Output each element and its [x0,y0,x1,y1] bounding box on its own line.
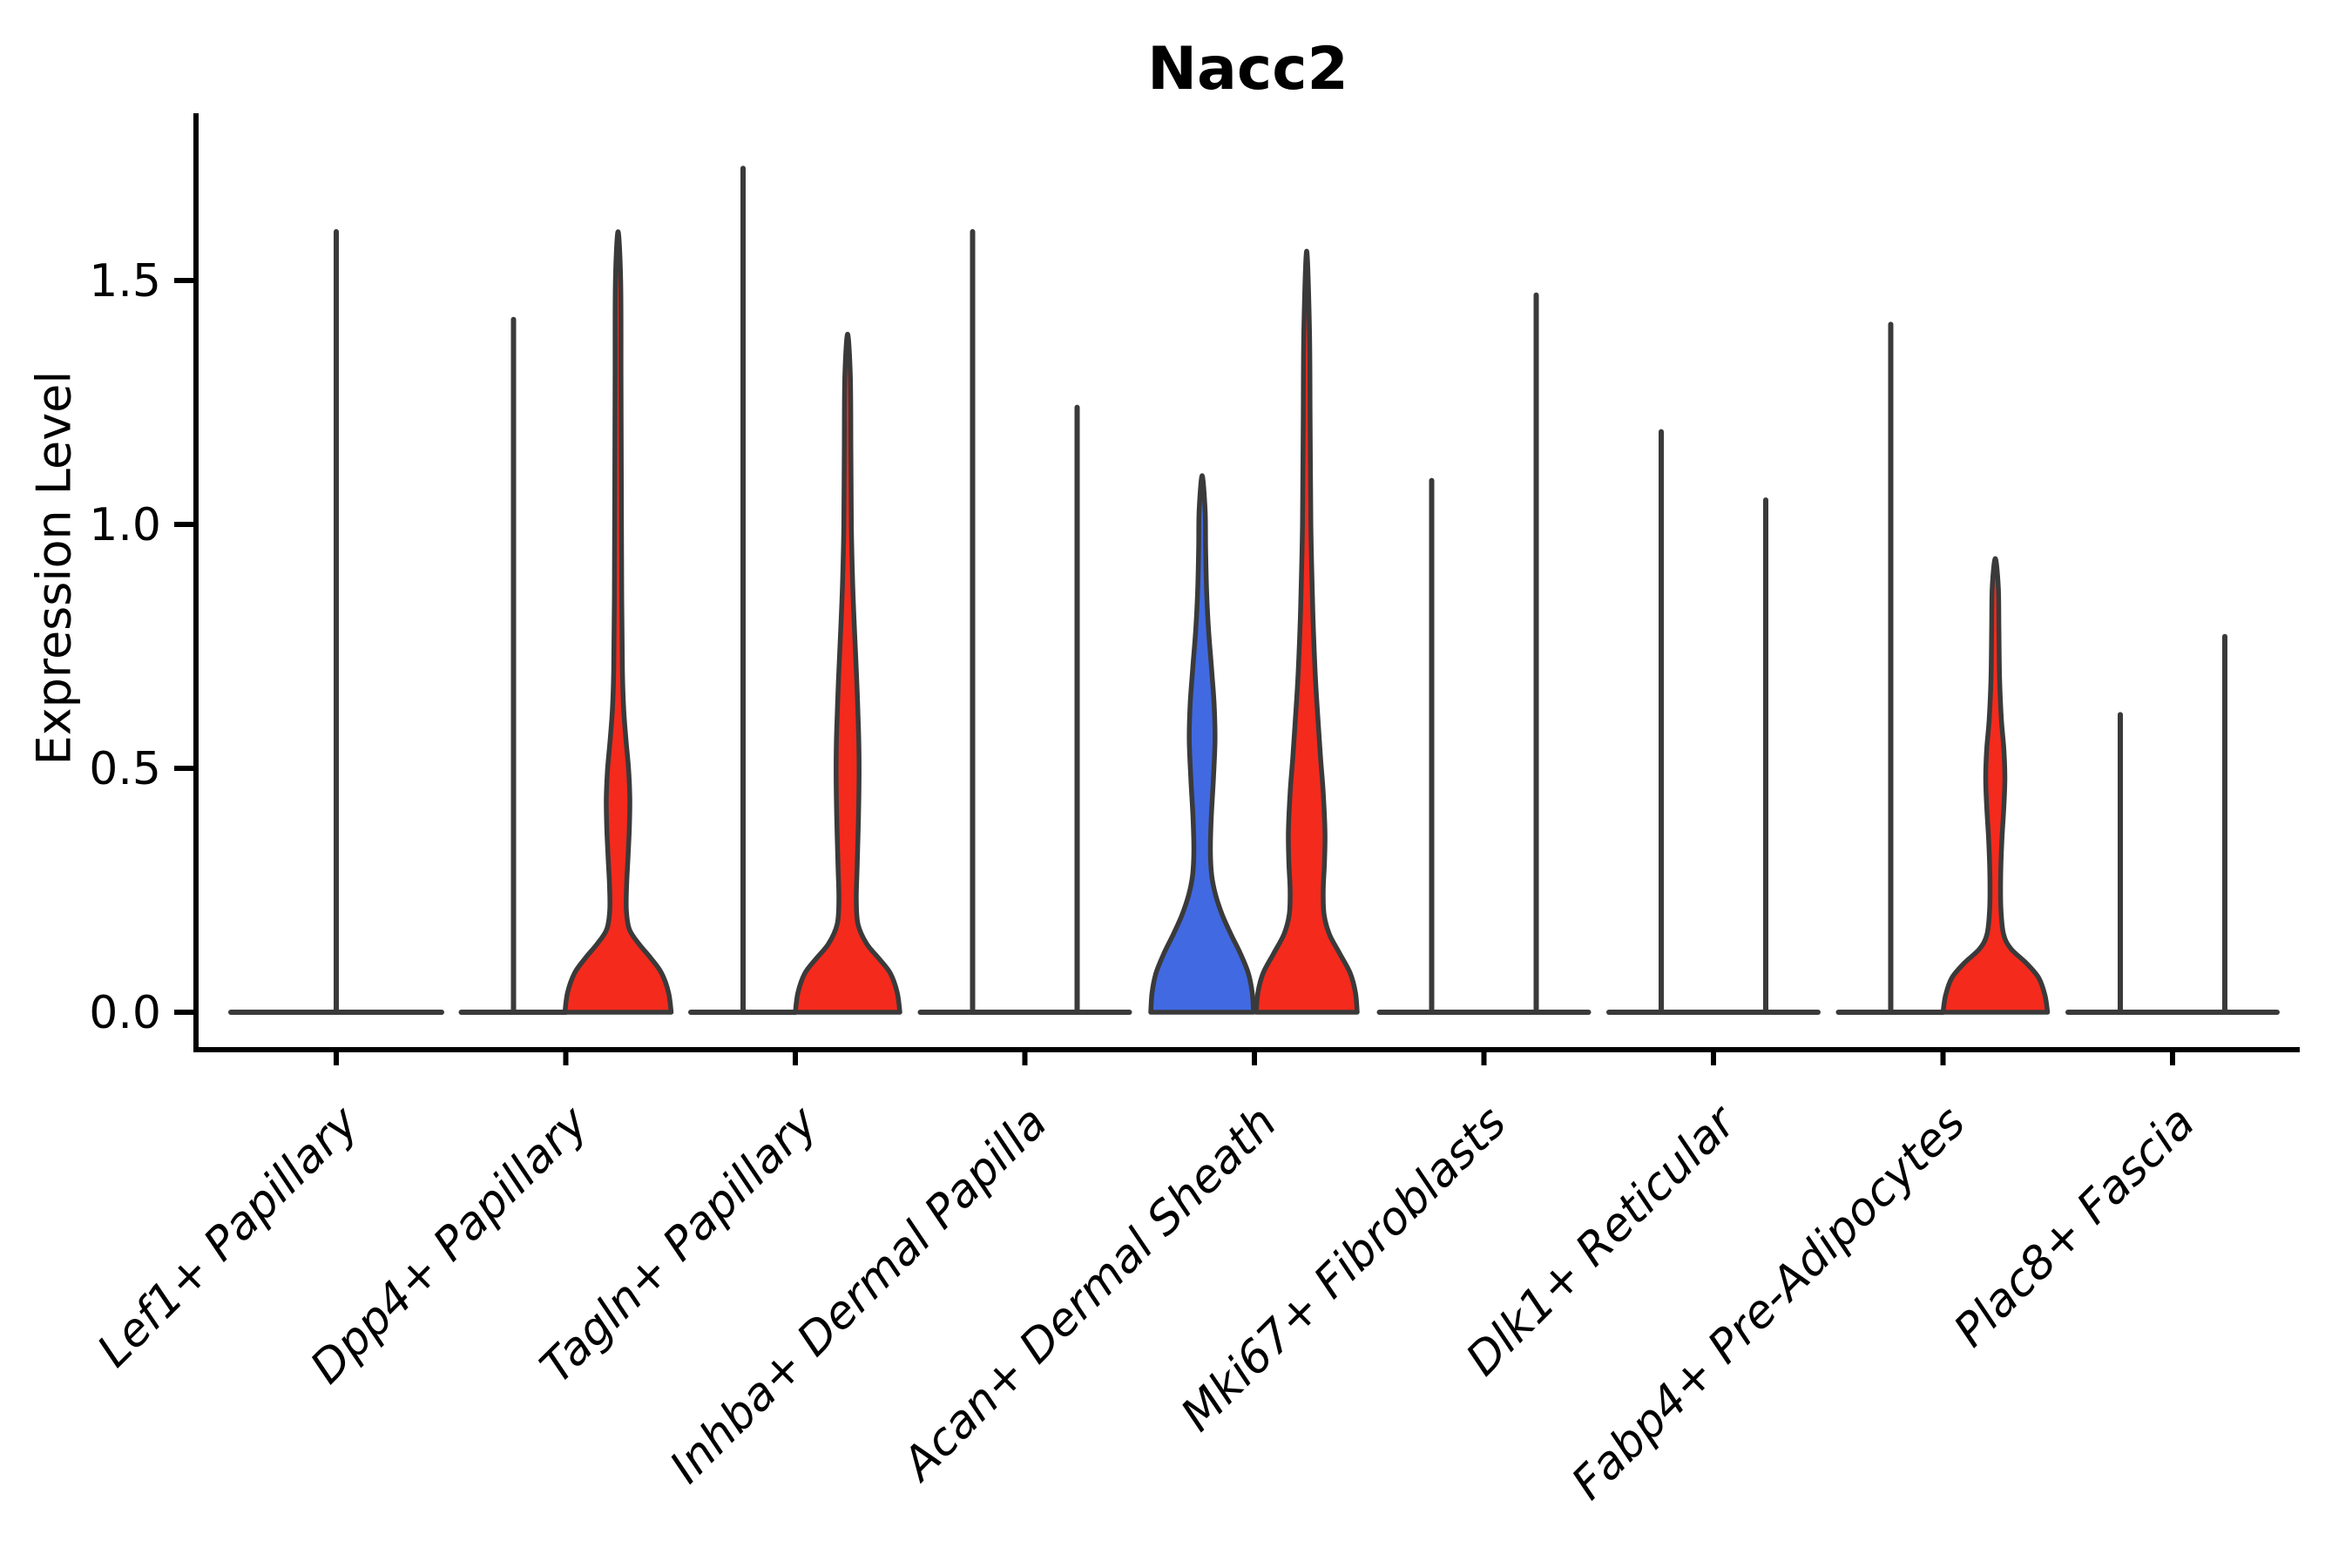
violin-shape [793,331,902,1015]
violin-left [688,166,798,1015]
violin-shape [1940,556,2051,1015]
violin-right [1481,292,1592,1015]
y-tick-label: 0.0 [89,987,161,1039]
y-tick-label: 0.5 [89,743,161,795]
violin-shape [1148,473,1256,1015]
violin-shape [562,229,674,1015]
violin-right [562,229,674,1015]
x-category-label: Acan+ Dermal Sheath [891,1097,1287,1492]
violin-right [1254,248,1360,1015]
violin-right [793,331,902,1015]
violin-left [1148,473,1256,1015]
violin-shape [1254,248,1360,1015]
violin-left [1835,321,1946,1015]
x-category-label: Plac8+ Fascia [1944,1097,2205,1357]
x-category-label: Inhba+ Dermal Papilla [660,1097,1058,1494]
plot-title: Nacc2 [1147,35,1348,104]
violin-left [1376,477,1487,1015]
violin-right [1940,556,2051,1015]
violin-center [228,229,444,1015]
violin-left [1606,429,1716,1015]
violin-right [1711,497,1821,1015]
y-axis-label: Expression Level [26,370,82,766]
violin-left [917,229,1028,1015]
violin-left [2065,712,2175,1015]
violin-right [2170,633,2280,1015]
y-tick-label: 1.5 [89,255,161,308]
violin-right [1022,404,1132,1015]
violin-left [458,316,569,1015]
x-category-label: Fabp4+ Pre-Adipocytes [1562,1097,1976,1511]
y-tick-label: 1.0 [89,499,161,551]
